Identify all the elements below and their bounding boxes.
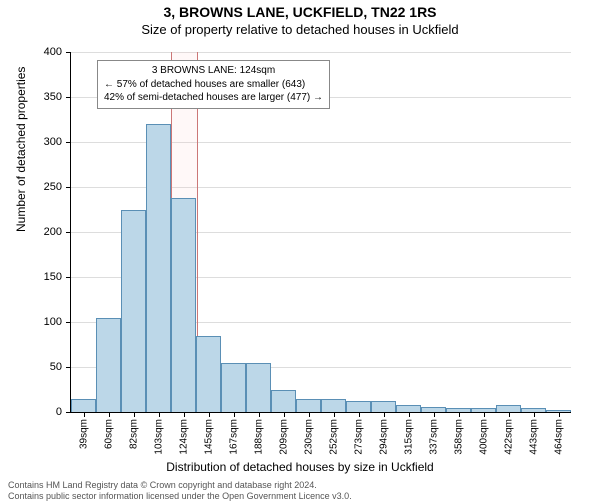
x-tick-mark (334, 412, 335, 417)
y-tick-mark (66, 412, 71, 413)
x-tick-mark (434, 412, 435, 417)
x-tick-mark (534, 412, 535, 417)
y-tick-label: 150 (0, 271, 62, 283)
x-tick-mark (359, 412, 360, 417)
chart-area: 39sqm60sqm82sqm103sqm124sqm145sqm167sqm1… (70, 52, 571, 413)
x-tick-mark (384, 412, 385, 417)
y-tick-mark (66, 322, 71, 323)
x-tick-mark (134, 412, 135, 417)
y-tick-label: 0 (0, 406, 62, 418)
x-tick-mark (309, 412, 310, 417)
x-tick-label: 124sqm (178, 419, 189, 455)
x-tick-label: 103sqm (153, 419, 164, 455)
y-tick-mark (66, 142, 71, 143)
x-tick-label: 294sqm (378, 419, 389, 455)
gridline (71, 52, 571, 53)
y-tick-mark (66, 277, 71, 278)
x-tick-mark (209, 412, 210, 417)
y-tick-mark (66, 187, 71, 188)
x-tick-label: 188sqm (253, 419, 264, 455)
x-tick-label: 230sqm (303, 419, 314, 455)
annotation-line: 42% of semi-detached houses are larger (… (104, 91, 323, 105)
x-tick-mark (259, 412, 260, 417)
x-tick-mark (284, 412, 285, 417)
annotation-line: ← 57% of detached houses are smaller (64… (104, 78, 323, 92)
y-tick-mark (66, 232, 71, 233)
x-tick-mark (109, 412, 110, 417)
sub-title: Size of property relative to detached ho… (0, 22, 600, 37)
x-tick-label: 145sqm (203, 419, 214, 455)
x-tick-label: 60sqm (103, 419, 114, 449)
x-tick-label: 39sqm (78, 419, 89, 449)
x-tick-label: 422sqm (503, 419, 514, 455)
histogram-bar (121, 210, 146, 413)
x-tick-mark (84, 412, 85, 417)
histogram-bar (246, 363, 271, 413)
x-tick-label: 273sqm (353, 419, 364, 455)
y-tick-label: 50 (0, 361, 62, 373)
y-tick-label: 100 (0, 316, 62, 328)
y-tick-label: 250 (0, 181, 62, 193)
main-title: 3, BROWNS LANE, UCKFIELD, TN22 1RS (0, 4, 600, 20)
x-tick-label: 252sqm (328, 419, 339, 455)
x-tick-label: 167sqm (228, 419, 239, 455)
histogram-bar (146, 124, 171, 412)
histogram-bar (396, 405, 421, 412)
x-tick-label: 337sqm (428, 419, 439, 455)
histogram-bar (221, 363, 246, 413)
footer-attribution: Contains HM Land Registry data © Crown c… (8, 480, 352, 502)
y-tick-mark (66, 52, 71, 53)
footer-line-2: Contains public sector information licen… (8, 491, 352, 502)
x-tick-label: 82sqm (128, 419, 139, 449)
x-tick-mark (159, 412, 160, 417)
y-tick-label: 400 (0, 46, 62, 58)
x-tick-label: 209sqm (278, 419, 289, 455)
histogram-bar (271, 390, 296, 413)
x-tick-label: 315sqm (403, 419, 414, 455)
histogram-bar (496, 405, 521, 412)
annotation-box: 3 BROWNS LANE: 124sqm← 57% of detached h… (97, 60, 330, 109)
x-tick-label: 464sqm (553, 419, 564, 455)
histogram-bar (296, 399, 321, 413)
x-tick-mark (484, 412, 485, 417)
x-axis-label: Distribution of detached houses by size … (0, 460, 600, 474)
y-tick-label: 350 (0, 91, 62, 103)
x-tick-label: 400sqm (478, 419, 489, 455)
x-tick-label: 443sqm (528, 419, 539, 455)
x-tick-mark (184, 412, 185, 417)
histogram-bar (321, 399, 346, 413)
histogram-bar (71, 399, 96, 413)
x-tick-mark (234, 412, 235, 417)
y-tick-label: 300 (0, 136, 62, 148)
annotation-line: 3 BROWNS LANE: 124sqm (104, 64, 323, 78)
y-tick-mark (66, 97, 71, 98)
x-tick-mark (459, 412, 460, 417)
y-tick-mark (66, 367, 71, 368)
y-tick-label: 200 (0, 226, 62, 238)
histogram-bar (196, 336, 221, 413)
x-tick-label: 358sqm (453, 419, 464, 455)
histogram-bar (346, 401, 371, 412)
histogram-bar (371, 401, 396, 412)
histogram-bar (171, 198, 196, 412)
histogram-bar (96, 318, 121, 413)
x-tick-mark (509, 412, 510, 417)
x-tick-mark (559, 412, 560, 417)
footer-line-1: Contains HM Land Registry data © Crown c… (8, 480, 352, 491)
x-tick-mark (409, 412, 410, 417)
